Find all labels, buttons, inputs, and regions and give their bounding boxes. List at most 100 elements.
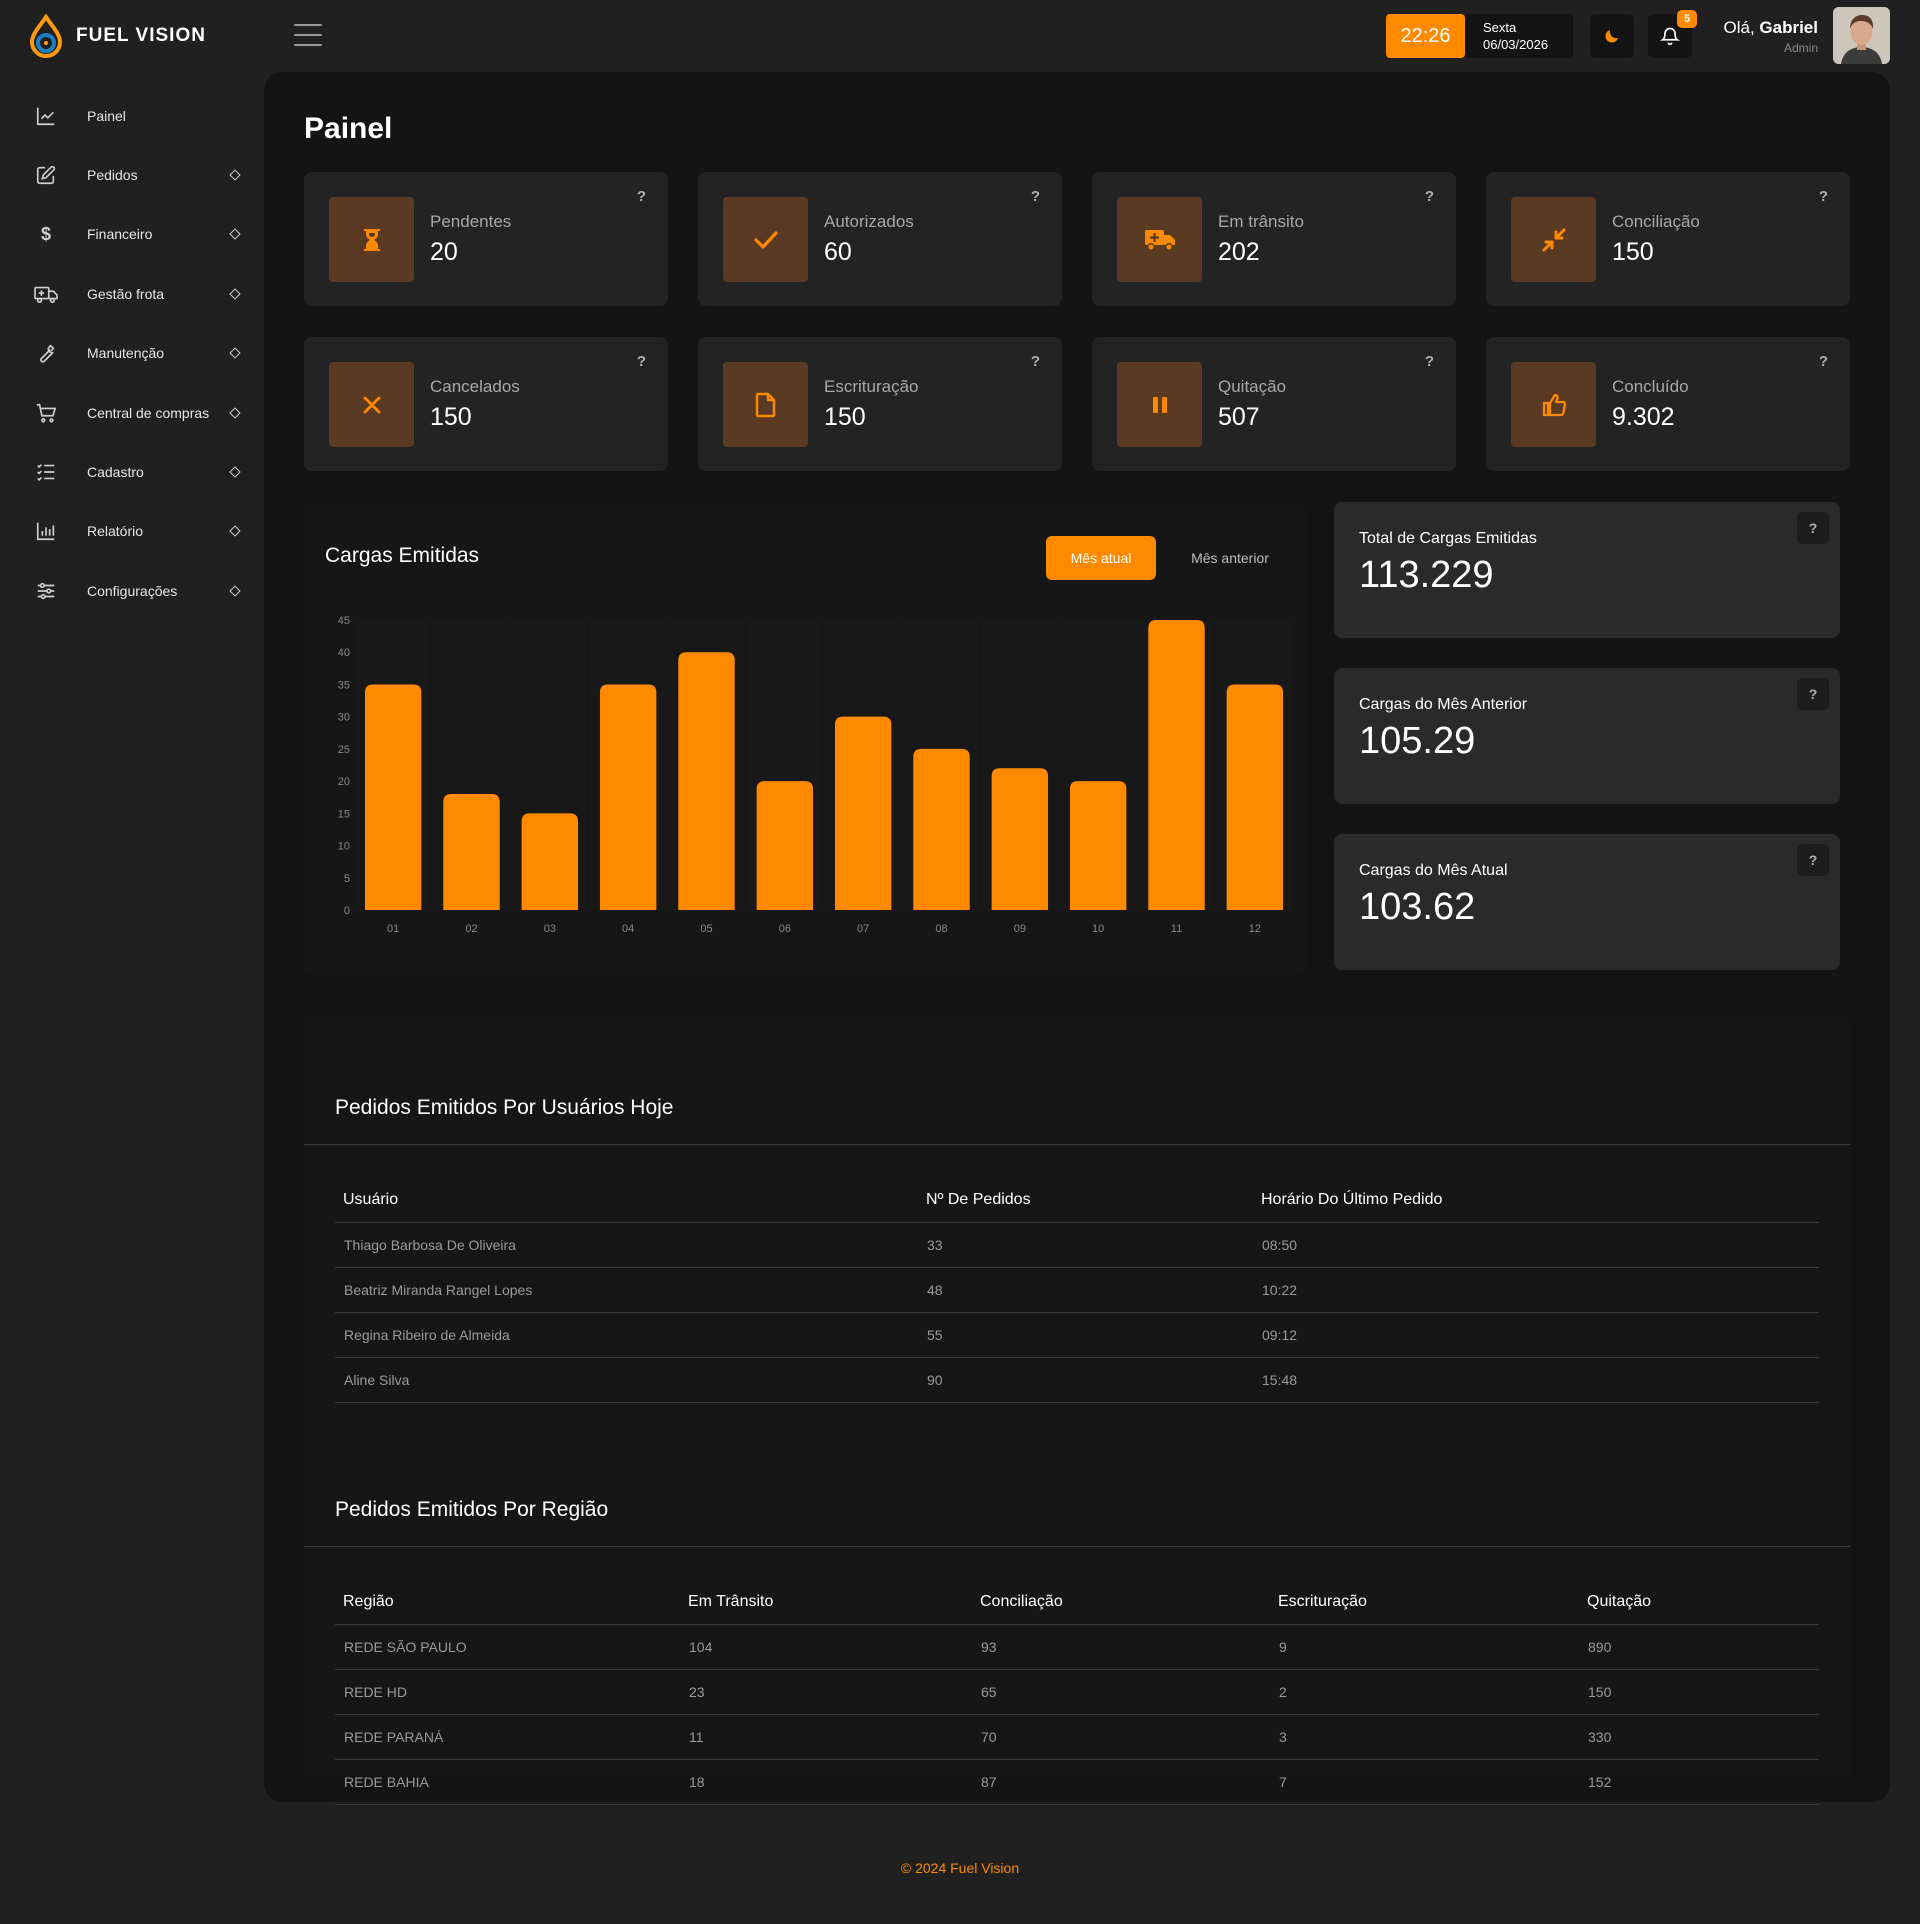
logo[interactable]: FUEL VISION [28, 14, 206, 58]
y-tick-label: 40 [338, 647, 350, 659]
table-cell: Thiago Barbosa De Oliveira [335, 1222, 918, 1268]
stat-card-concluido[interactable]: Concluído 9.302 ? [1486, 337, 1850, 471]
sidebar-item-relatorio[interactable]: Relatório [0, 502, 250, 561]
table-row[interactable]: Regina Ribeiro de Almeida 55 09:12 [335, 1312, 1819, 1358]
table-row[interactable]: Aline Silva 90 15:48 [335, 1357, 1819, 1403]
sidebar-item-painel[interactable]: Painel [0, 86, 250, 145]
sidebar-item-pedidos[interactable]: Pedidos [0, 145, 250, 204]
help-icon[interactable]: ? [1030, 188, 1040, 205]
x-tick-label: 03 [544, 923, 556, 935]
bar-10 [1069, 781, 1127, 910]
column-header[interactable]: Em Trânsito [680, 1580, 972, 1625]
dollar-icon: $ [40, 223, 51, 244]
stat-value: 150 [824, 403, 866, 431]
table-row[interactable]: Beatriz Miranda Rangel Lopes 48 10:22 [335, 1267, 1819, 1313]
stat-card-pendentes[interactable]: Pendentes 20 ? [304, 172, 668, 306]
table-row[interactable]: REDE HD 23 65 2 150 [335, 1669, 1819, 1715]
avatar[interactable] [1833, 7, 1890, 64]
wrench-icon [34, 341, 58, 365]
table-row[interactable]: Thiago Barbosa De Oliveira 33 08:50 [335, 1222, 1819, 1268]
table-cell: 890 [1579, 1624, 1819, 1670]
x-tick-label: 09 [1014, 923, 1026, 935]
greeting-prefix: Olá, [1723, 18, 1755, 37]
stat-label: Conciliação [1612, 212, 1700, 231]
bar-08 [913, 748, 970, 910]
table-header-row: Usuário Nº De Pedidos Horário Do Último … [335, 1178, 1819, 1223]
table-cell: 2 [1270, 1669, 1579, 1715]
column-header[interactable]: Horário Do Último Pedido [1253, 1178, 1819, 1223]
column-header[interactable]: Quitação [1579, 1580, 1819, 1625]
table-cell: 33 [918, 1222, 1253, 1268]
date-display: Sexta 06/03/2026 [1465, 14, 1573, 58]
chart-title: Cargas Emitidas [325, 544, 480, 567]
menu-toggle-icon[interactable] [294, 24, 322, 46]
stat-card-quitacao[interactable]: Quitação 507 ? [1092, 337, 1456, 471]
table-cell: 330 [1579, 1714, 1819, 1760]
column-header[interactable]: Nº De Pedidos [918, 1178, 1253, 1223]
help-button[interactable]: ? [1797, 678, 1829, 710]
y-tick-label: 10 [338, 841, 350, 853]
help-icon[interactable]: ? [636, 188, 646, 205]
y-tick-label: 0 [344, 905, 350, 917]
stat-card-em-transito[interactable]: Em trânsito 202 ? [1092, 172, 1456, 306]
stat-card-autorizados[interactable]: Autorizados 60 ? [698, 172, 1062, 306]
chevron-down-icon [229, 347, 241, 359]
user-greeting[interactable]: Olá, Gabriel Admin [1723, 18, 1818, 55]
tab-mes-atual[interactable]: Mês atual [1046, 536, 1156, 580]
sidebar-item-cadastro[interactable]: Cadastro [0, 442, 250, 501]
bar-12 [1226, 684, 1284, 910]
stat-label: Autorizados [824, 212, 914, 231]
x-tick-label: 04 [622, 923, 634, 935]
app-name: FUEL VISION [76, 25, 206, 46]
notifications-button[interactable]: 5 [1648, 10, 1697, 58]
sidebar-item-financeiro[interactable]: $ Financeiro [0, 205, 250, 264]
sidebar-item-label: Manutenção [87, 345, 165, 362]
sidebar-item-label: Central de compras [87, 404, 210, 421]
help-icon[interactable]: ? [1818, 188, 1828, 205]
help-button[interactable]: ? [1797, 512, 1829, 544]
help-icon[interactable]: ? [1030, 353, 1040, 370]
table-cell: REDE HD [335, 1669, 680, 1715]
theme-toggle-button[interactable] [1590, 14, 1634, 58]
help-icon[interactable]: ? [1818, 353, 1828, 370]
tab-mes-anterior[interactable]: Mês anterior [1191, 550, 1269, 566]
user-role: Admin [1783, 41, 1818, 55]
clock-time: 22:26 [1386, 14, 1465, 58]
help-icon[interactable]: ? [636, 353, 646, 370]
y-tick-label: 45 [338, 615, 350, 627]
cart-icon [34, 401, 58, 425]
chevron-down-icon [229, 406, 241, 419]
table-cell: 150 [1579, 1669, 1819, 1715]
sidebar-item-manutencao[interactable]: Manutenção [0, 324, 250, 383]
sidebar-item-central-compras[interactable]: Central de compras [0, 383, 250, 442]
bar-03 [521, 813, 579, 910]
stat-label: Quitação [1218, 377, 1287, 396]
stat-card-conciliacao[interactable]: Conciliação 150 ? [1486, 172, 1850, 306]
footer-copyright: © 2024 Fuel Vision [900, 1860, 1020, 1876]
table-cell: 65 [972, 1669, 1270, 1715]
help-icon[interactable]: ? [1424, 353, 1434, 370]
column-header[interactable]: Escrituração [1270, 1580, 1579, 1625]
table-row[interactable]: REDE PARANÁ 11 70 3 330 [335, 1714, 1819, 1760]
column-header[interactable]: Região [335, 1580, 680, 1625]
region-orders-table: Região Em Trânsito Conciliação Escritura… [335, 1580, 1819, 1805]
compress-icon [1511, 197, 1596, 282]
stat-value: 20 [430, 238, 458, 266]
help-button[interactable]: ? [1797, 844, 1829, 876]
y-tick-label: 20 [338, 776, 350, 788]
column-header[interactable]: Conciliação [972, 1580, 1270, 1625]
table-cell: 7 [1270, 1759, 1579, 1805]
column-header[interactable]: Usuário [335, 1178, 918, 1223]
help-icon[interactable]: ? [1424, 188, 1434, 205]
sidebar-item-gestao-frota[interactable]: Gestão frota [0, 264, 250, 323]
sidebar-item-configuracoes[interactable]: Configurações [0, 561, 250, 620]
table-row[interactable]: REDE SÃO PAULO 104 93 9 890 [335, 1624, 1819, 1670]
table-row[interactable]: REDE BAHIA 18 87 7 152 [335, 1759, 1819, 1805]
users-orders-section: Pedidos Emitidos Por Usuários Hoje Usuár… [304, 1018, 1850, 1446]
file-icon [723, 362, 808, 447]
stat-card-escrituracao[interactable]: Escrituração 150 ? [698, 337, 1062, 471]
bar-04 [599, 684, 657, 910]
table-cell: REDE SÃO PAULO [335, 1624, 680, 1670]
stat-card-cancelados[interactable]: Cancelados 150 ? [304, 337, 668, 471]
